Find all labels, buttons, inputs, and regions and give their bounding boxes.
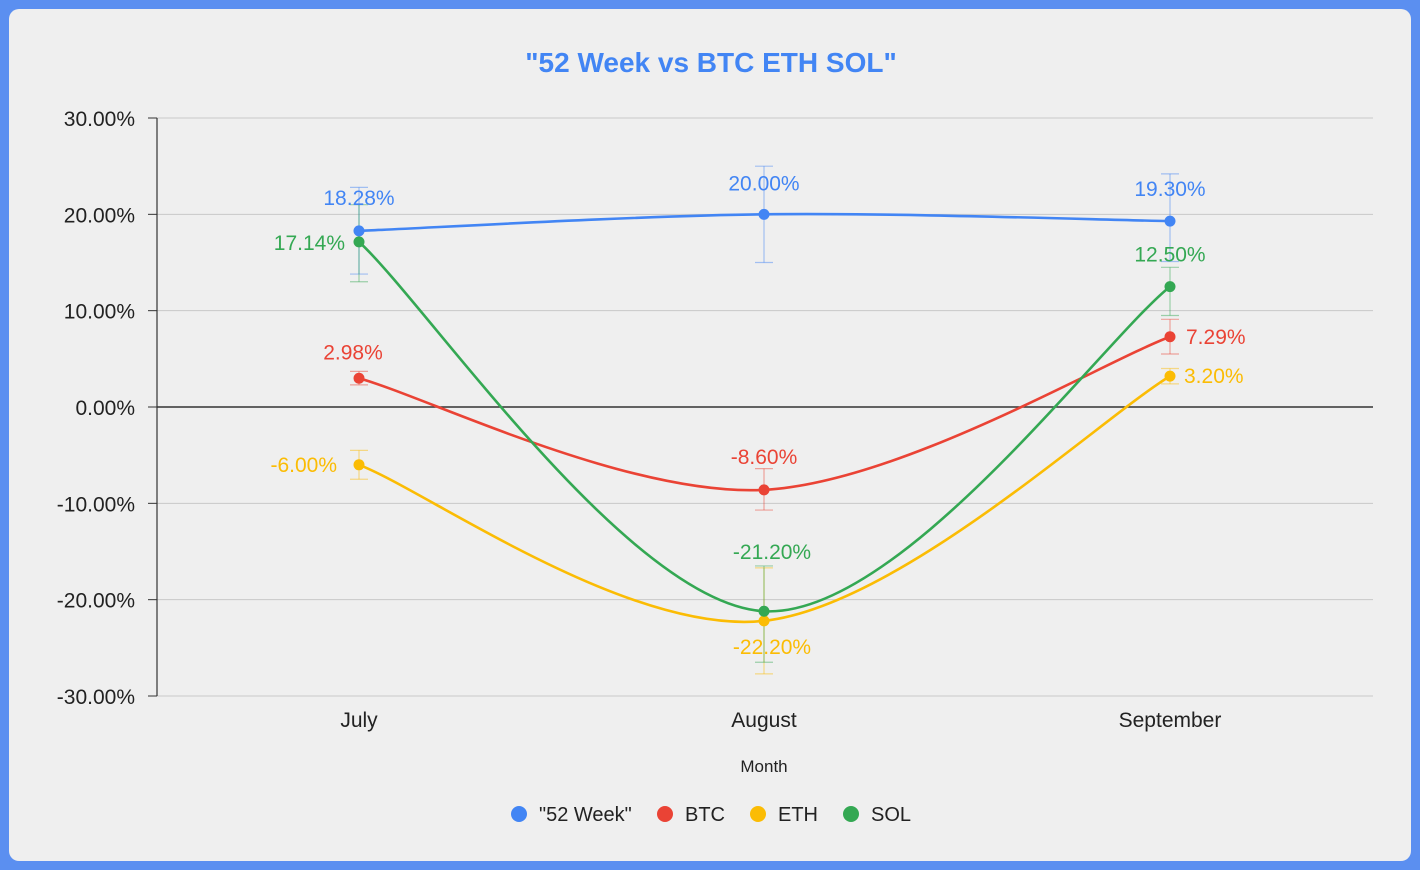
data-point [353,459,365,471]
data-point [758,615,770,627]
data-point [353,236,365,248]
data-label: 17.14% [274,232,345,255]
y-tick-label: 10.00% [64,301,135,324]
legend-marker [843,806,859,822]
data-label: 20.00% [728,172,799,195]
data-label: 3.20% [1184,365,1244,388]
y-tick-label: 30.00% [64,108,135,131]
data-label: 18.28% [323,187,394,210]
data-label: 2.98% [323,341,383,364]
legend-label: "52 Week" [539,804,632,826]
legend-marker [657,806,673,822]
data-point [353,372,365,384]
y-tick-label: -10.00% [57,493,135,516]
legend-marker [750,806,766,822]
y-tick-label: 20.00% [64,204,135,227]
x-tick-label: September [1119,709,1222,732]
legend-label: BTC [685,804,725,826]
legend-label: ETH [778,804,818,826]
data-point [758,484,770,496]
y-tick-label: -20.00% [57,590,135,613]
data-point [1164,331,1176,343]
x-axis-title: Month [740,757,787,776]
legend-marker [511,806,527,822]
data-label: -8.60% [731,446,798,469]
chart-title: "52 Week vs BTC ETH SOL" [525,47,896,78]
data-point [1164,281,1176,293]
data-label: -21.20% [733,541,811,564]
data-label: -22.20% [733,636,811,659]
y-tick-label: -30.00% [57,686,135,709]
data-label: -6.00% [270,454,337,477]
x-tick-label: August [731,709,797,732]
data-point [353,225,365,237]
data-label: 12.50% [1134,244,1205,267]
y-tick-label: 0.00% [75,397,135,420]
data-label: 7.29% [1186,326,1246,349]
data-label: 19.30% [1134,178,1205,201]
chart-card [9,9,1411,861]
data-point [1164,370,1176,382]
x-tick-label: July [340,709,378,732]
data-point [758,605,770,617]
data-point [758,208,770,220]
data-point [1164,215,1176,227]
legend-label: SOL [871,804,911,826]
